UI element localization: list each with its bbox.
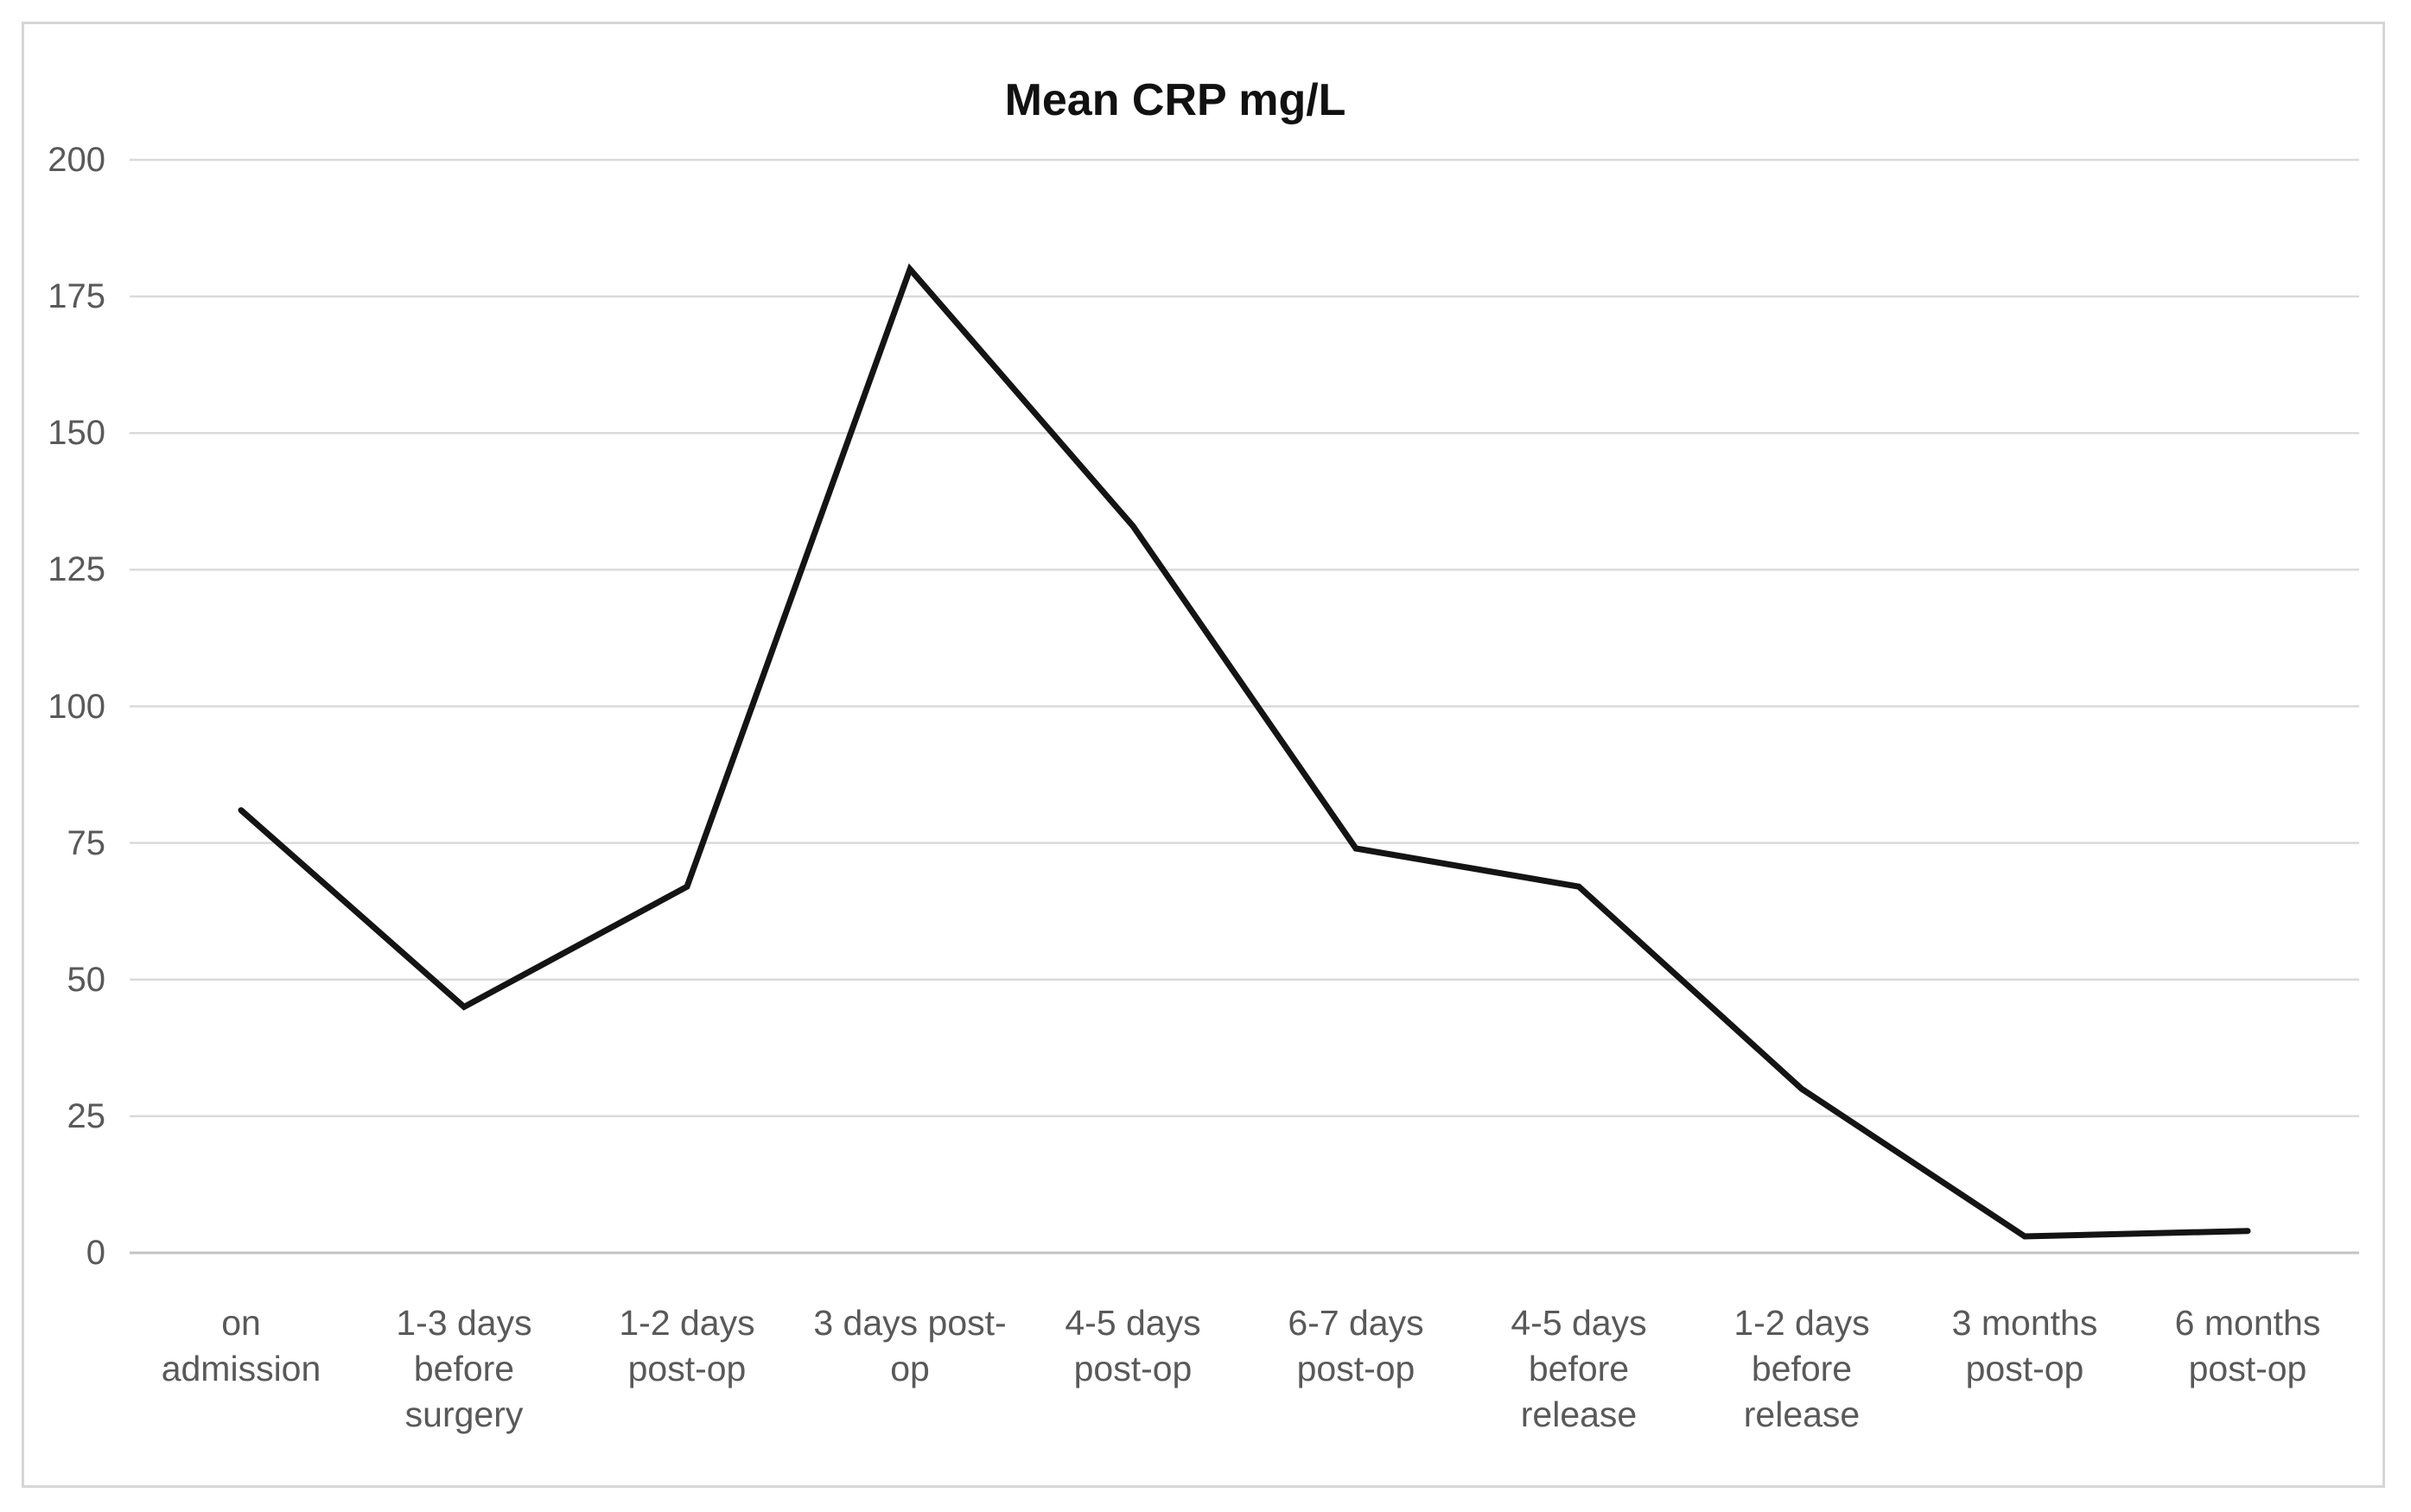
x-axis-label: 1-2 days post-op — [619, 1303, 755, 1388]
chart-title: Mean CRP mg/L — [1004, 75, 1346, 125]
x-axis-label: 4-5 days post-op — [1065, 1303, 1201, 1388]
x-axis-label: on admission — [161, 1303, 321, 1388]
figure-border — [22, 22, 2385, 1488]
series-line-mean-crp — [238, 263, 2251, 1240]
y-tick-label: 175 — [48, 277, 105, 316]
x-axis-label: 3 days post-op — [813, 1303, 1007, 1388]
y-tick-label: 25 — [67, 1096, 106, 1135]
y-tick-label: 150 — [48, 414, 105, 453]
x-axis-label: 1-2 days before release — [1734, 1303, 1870, 1434]
y-tick-label: 0 — [86, 1234, 105, 1272]
x-axis-label: 4-5 days before release — [1511, 1303, 1647, 1434]
y-tick-label: 100 — [48, 687, 105, 726]
x-axis-label: 1-3 days before surgery — [396, 1303, 532, 1434]
x-axis-label: 6-7 days post-op — [1288, 1303, 1424, 1388]
y-tick-label: 75 — [67, 823, 106, 862]
y-tick-label: 125 — [48, 550, 105, 589]
y-tick-label: 200 — [48, 141, 105, 179]
x-axis-label: 6 months post-op — [2174, 1303, 2321, 1388]
y-tick-label: 50 — [67, 960, 106, 999]
x-axis-label: 3 months post-op — [1951, 1303, 2098, 1388]
